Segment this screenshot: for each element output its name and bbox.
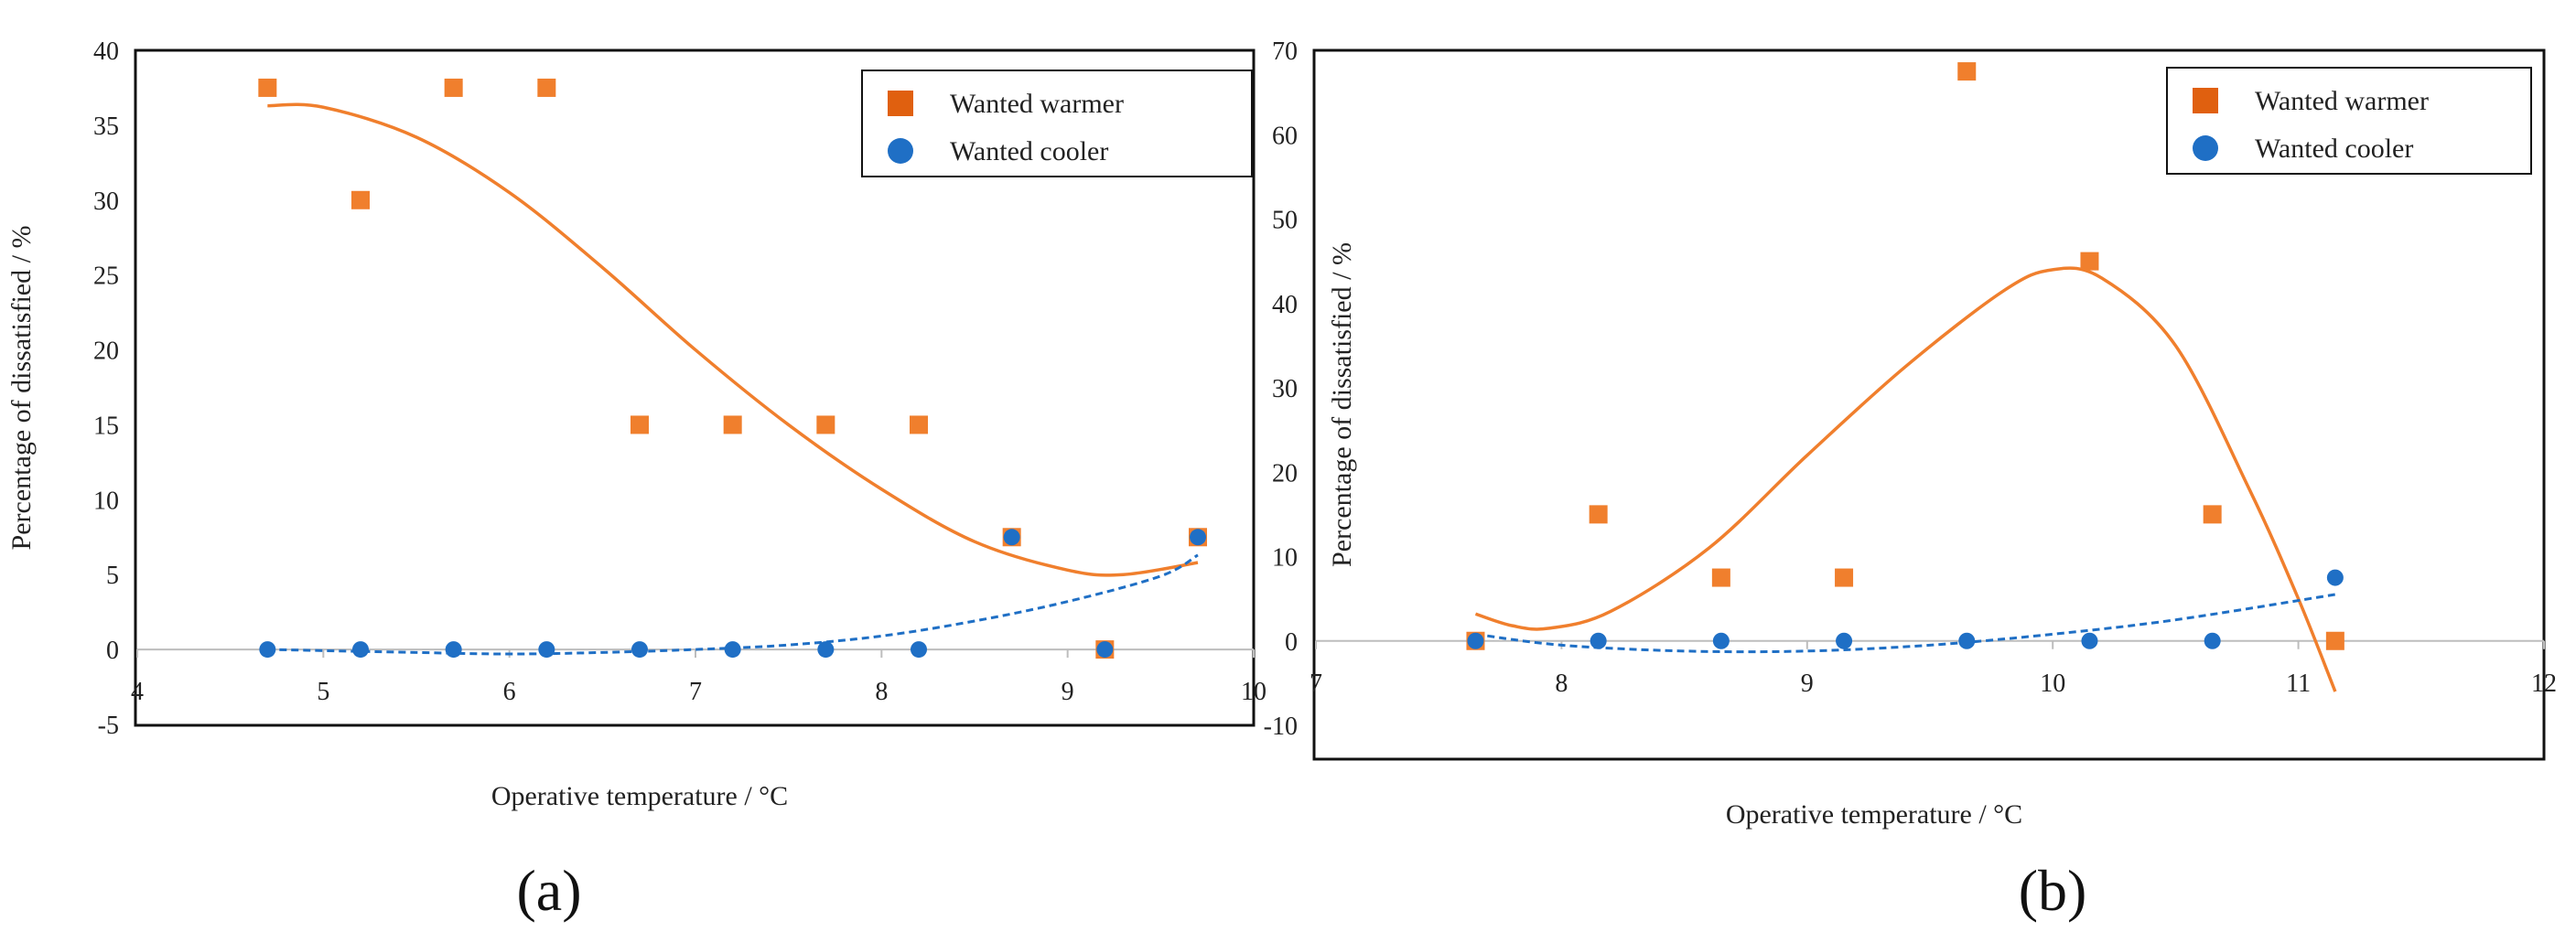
y-tick-label: 5: [106, 562, 119, 590]
cooler-point: [352, 641, 369, 659]
cooler-point: [2204, 632, 2221, 649]
y-axis-label: Percentage of dissatisfied / %: [1327, 242, 1357, 567]
x-tick-label: 8: [875, 678, 888, 706]
cooler-point: [1467, 632, 1484, 649]
legend-entry-label: Wanted cooler: [2255, 134, 2413, 164]
warmer-point: [1589, 505, 1608, 524]
x-tick-label: 7: [689, 678, 702, 706]
y-tick-label: 10: [1272, 544, 1298, 573]
cooler-point: [911, 641, 927, 659]
panel-label: (a): [516, 858, 581, 923]
cooler-point: [631, 641, 648, 659]
y-tick-label: 20: [1272, 459, 1298, 487]
legend-circle-icon: [2193, 135, 2218, 161]
cooler-point: [1096, 641, 1114, 659]
warmer-point: [631, 415, 649, 434]
x-tick-label: 9: [1062, 678, 1074, 706]
cooler-point: [1958, 632, 1976, 649]
legend-square-icon: [2193, 88, 2218, 113]
cooler-point: [1836, 632, 1853, 649]
cooler-point: [259, 641, 276, 659]
x-tick-label: 7: [1310, 670, 1322, 698]
cooler-point: [724, 641, 741, 659]
cooler-point: [445, 641, 462, 659]
y-tick-label: 0: [1285, 628, 1298, 657]
y-tick-label: 0: [106, 637, 119, 665]
x-tick-label: 6: [503, 678, 516, 706]
warmer-point: [444, 78, 463, 97]
warmer-trend-line: [1474, 266, 2337, 692]
y-tick-label: 70: [1272, 37, 1298, 66]
plot-frame: [1312, 48, 2546, 761]
y-tick-label: 50: [1272, 207, 1298, 235]
x-axis-label: Operative temperature / °C: [491, 781, 788, 811]
cooler-point: [1190, 529, 1206, 546]
y-tick-label: 60: [1272, 122, 1298, 150]
legend-entry-label: Wanted warmer: [2255, 86, 2429, 116]
y-tick-label: 40: [1272, 291, 1298, 319]
y-tick-label: 35: [93, 112, 119, 141]
cooler-point: [1590, 632, 1607, 649]
warmer-point: [351, 190, 370, 209]
cooler-trend-line: [1475, 593, 2336, 654]
y-axis-label: Percentage of dissatisfied / %: [6, 226, 37, 551]
y-tick-label: 30: [93, 187, 119, 216]
cooler-point: [1712, 632, 1730, 649]
warmer-point: [2080, 252, 2099, 271]
warmer-point: [723, 415, 742, 434]
legend-entry-label: Wanted cooler: [950, 136, 1108, 166]
legend-box: [861, 70, 1253, 177]
cooler-point: [1003, 529, 1020, 546]
plot-frame: [134, 48, 1256, 727]
y-tick-label: -10: [1264, 712, 1298, 741]
warmer-point: [1835, 568, 1854, 587]
warmer-point: [1711, 568, 1730, 587]
x-tick-label: 11: [2286, 670, 2311, 698]
cooler-trend-line: [267, 553, 1199, 656]
x-tick-label: 9: [1801, 670, 1814, 698]
y-tick-label: 20: [93, 337, 119, 366]
cooler-point: [2081, 632, 2098, 649]
warmer-point: [537, 78, 556, 97]
warmer-point: [2203, 505, 2222, 524]
cooler-point: [538, 641, 555, 659]
x-tick-label: 4: [131, 678, 144, 706]
warmer-point: [1957, 62, 1977, 81]
x-tick-label: 5: [317, 678, 329, 706]
y-tick-label: -5: [98, 712, 119, 740]
warmer-point: [258, 78, 277, 97]
cooler-point: [817, 641, 835, 659]
legend-circle-icon: [888, 138, 913, 164]
cooler-point: [2326, 569, 2344, 586]
x-tick-label: 12: [2531, 670, 2557, 698]
panel-label: (b): [2019, 858, 2087, 923]
legend-box: [2166, 67, 2532, 175]
y-tick-label: 25: [93, 262, 119, 291]
warmer-point: [2325, 631, 2344, 650]
x-tick-label: 10: [2040, 670, 2065, 698]
legend-entry-label: Wanted warmer: [950, 89, 1124, 119]
x-tick-label: 8: [1555, 670, 1568, 698]
warmer-trend-line: [267, 102, 1199, 577]
legend-square-icon: [888, 91, 913, 116]
y-tick-label: 10: [93, 487, 119, 515]
warmer-point: [910, 415, 928, 434]
x-axis-label: Operative temperature / °C: [1726, 799, 2022, 830]
x-tick-label: 10: [1241, 678, 1266, 706]
y-tick-label: 40: [93, 37, 119, 66]
y-tick-label: 15: [93, 412, 119, 440]
panel-b: -10 0 10 20 30 40 50 60 70 7 8 9 10 11 12 Operative tem…: [1264, 37, 2557, 923]
y-tick-label: 30: [1272, 375, 1298, 403]
warmer-point: [816, 415, 835, 434]
